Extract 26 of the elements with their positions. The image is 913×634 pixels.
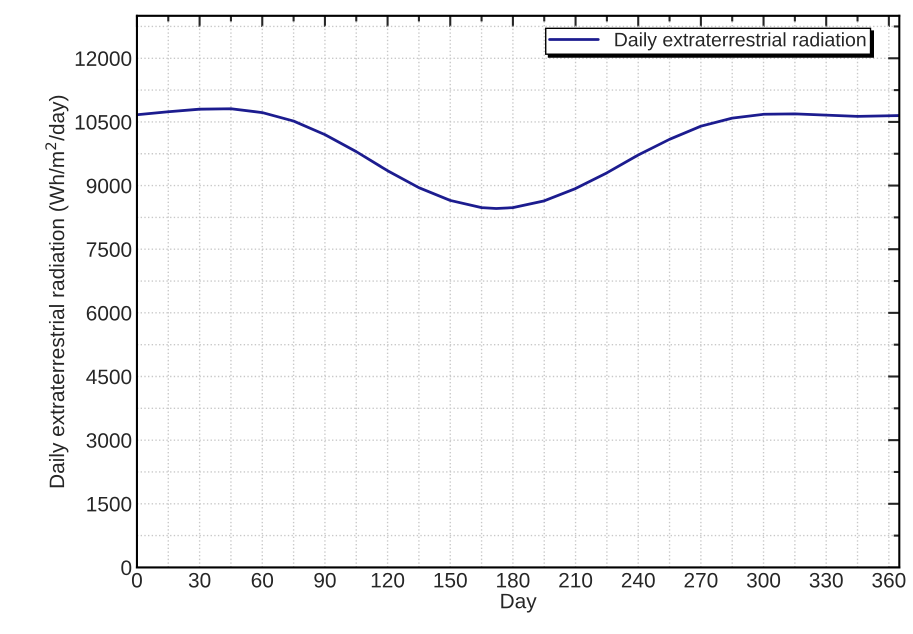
y-tick-label: 1500 — [87, 496, 132, 512]
y-tick-label: 4500 — [86, 370, 132, 384]
y-tick-label: 3000 — [86, 433, 132, 448]
x-tick-label: 0 — [132, 572, 142, 588]
y-tick-label: 9000 — [86, 178, 132, 194]
x-tick-label: 240 — [622, 572, 655, 588]
x-tick-label: 330 — [810, 572, 843, 588]
y-axis-title: Daily extraterrestrial radiation (Wh/m$^{2}$/day) — [45, 96, 68, 488]
x-tick-label: 210 — [559, 572, 592, 588]
legend-label: Daily extraterrestrial radiation — [615, 32, 866, 50]
x-tick-label: 300 — [746, 572, 780, 588]
y-tick-label: 7500 — [86, 242, 132, 257]
x-tick-label: 90 — [314, 572, 336, 588]
x-tick-label: 180 — [497, 572, 530, 588]
x-tick-label: 120 — [372, 572, 404, 588]
x-tick-label: 60 — [252, 572, 274, 588]
y-tick-label: 6000 — [86, 306, 132, 321]
y-tick-label: 12000 — [76, 51, 132, 66]
x-tick-label: 30 — [188, 572, 210, 588]
y-tick-label: 0 — [121, 560, 132, 576]
x-axis-title: Day — [501, 594, 537, 613]
x-tick-label: 150 — [434, 572, 467, 588]
x-tick-label: 360 — [872, 572, 906, 588]
line-series — [136, 107, 900, 210]
y-tick-label: 10500 — [76, 114, 132, 130]
x-tick-label: 270 — [684, 572, 718, 588]
